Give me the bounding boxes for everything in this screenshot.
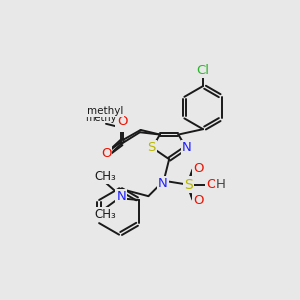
- Text: O: O: [101, 147, 111, 160]
- Text: O: O: [99, 149, 110, 162]
- Text: methyl: methyl: [85, 112, 119, 123]
- Text: O: O: [193, 194, 204, 207]
- Text: N: N: [158, 177, 168, 190]
- Text: N: N: [116, 190, 126, 203]
- Text: S: S: [147, 141, 156, 154]
- Text: Cl: Cl: [196, 64, 209, 77]
- Text: O: O: [117, 115, 128, 128]
- Text: methyl: methyl: [87, 106, 123, 116]
- Text: H: H: [216, 178, 226, 191]
- Text: O: O: [206, 178, 217, 191]
- Text: CH₃: CH₃: [94, 169, 116, 183]
- Text: O: O: [116, 118, 127, 131]
- Text: N: N: [182, 141, 192, 154]
- Text: CH₃: CH₃: [94, 208, 116, 221]
- Text: O: O: [193, 162, 204, 175]
- Text: S: S: [184, 178, 193, 192]
